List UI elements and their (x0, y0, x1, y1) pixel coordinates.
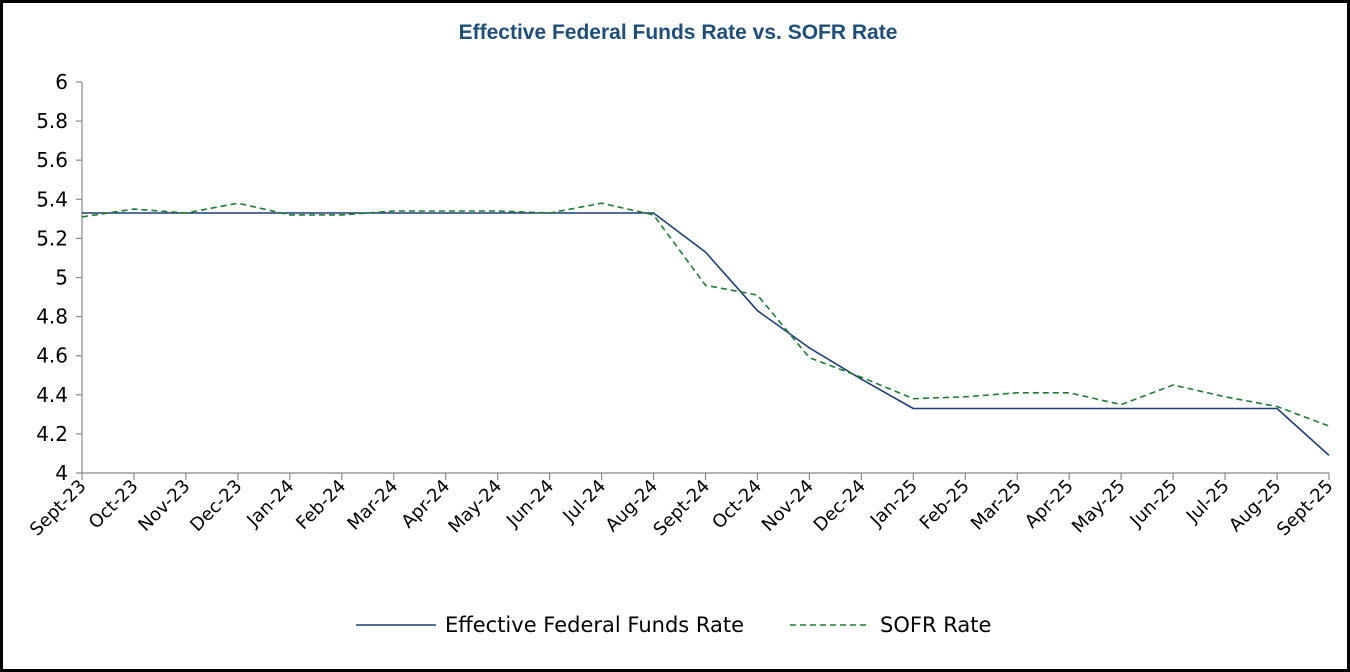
x-tick-label: May-24 (444, 476, 506, 538)
x-tick-label: Oct-24 (708, 476, 766, 534)
x-tick-label: Sept-25 (1273, 476, 1338, 541)
x-tick-label: Oct-23 (85, 476, 143, 534)
line-chart: 6 5.8 5.6 5.4 5.2 5 4.8 4.6 4.4 4.2 4Sept-23Oct-23… (26, 70, 1338, 637)
x-tick-label: Nov-24 (758, 476, 818, 536)
x-tick-label: Dec-24 (810, 476, 870, 536)
x-tick-label: Sept-24 (649, 476, 714, 541)
x-tick-label: Feb-24 (292, 476, 350, 534)
y-tick-label: 4.6 (36, 344, 68, 368)
x-tick-label: Sept-23 (26, 476, 91, 541)
y-tick-label: 5 (55, 266, 68, 290)
x-tick-label: May-25 (1068, 476, 1130, 538)
y-tick-label: 5.8 (36, 109, 68, 133)
legend-label-sofr: SOFR Rate (880, 613, 991, 637)
x-tick-label: Jun-24 (502, 476, 558, 532)
y-tick-label: 5.4 (36, 187, 68, 211)
y-tick-label: 6 (55, 70, 68, 94)
x-tick-label: Feb-25 (916, 476, 974, 534)
y-tick-label: 4.2 (36, 422, 68, 446)
legend-label-effr: Effective Federal Funds Rate (445, 613, 744, 637)
y-tick-label: 4.8 (36, 305, 68, 329)
x-tick-label: Mar-25 (967, 476, 1026, 535)
series-line-sofr (81, 202, 1330, 427)
x-tick-label: Mar-24 (343, 476, 402, 535)
y-tick-label: 4.4 (36, 383, 68, 407)
series-line-effr (82, 212, 1330, 456)
x-tick-label: Nov-23 (134, 476, 194, 536)
chart-title: Effective Federal Funds Rate vs. SOFR Ra… (458, 21, 898, 44)
x-tick-label: Jun-25 (1125, 476, 1181, 532)
y-tick-label: 4 (55, 461, 68, 485)
y-tick-label: 5.2 (36, 226, 68, 250)
x-tick-label: Jan-24 (242, 476, 298, 532)
x-tick-label: Dec-23 (186, 476, 246, 536)
y-tick-label: 5.6 (36, 148, 68, 172)
x-tick-label: Jan-25 (866, 476, 922, 532)
